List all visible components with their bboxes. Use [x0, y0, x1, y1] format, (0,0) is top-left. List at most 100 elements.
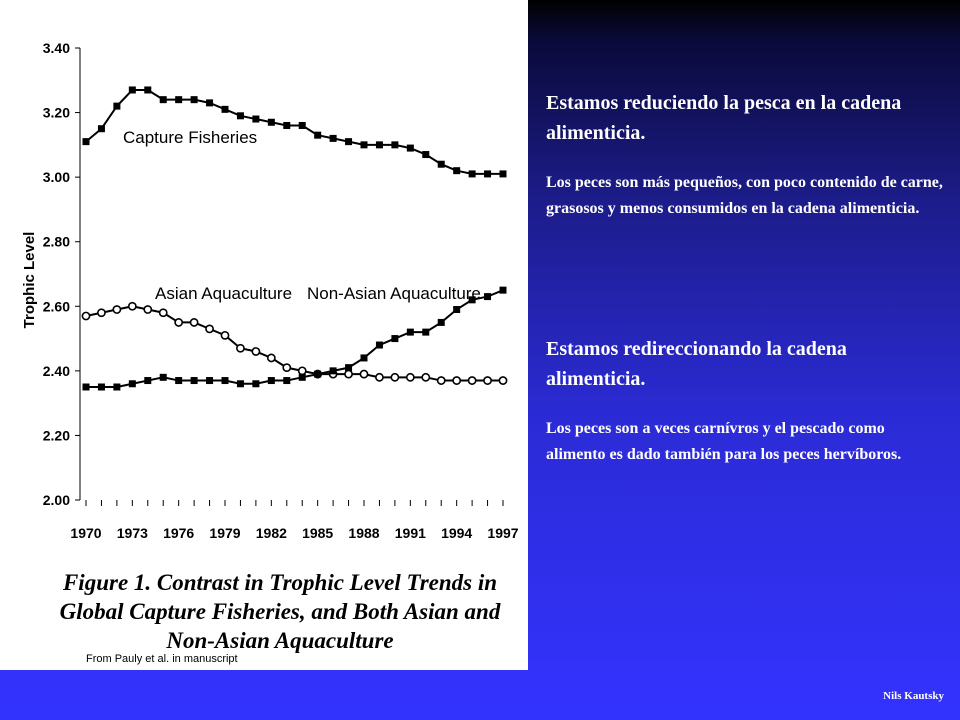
data-point: [421, 372, 431, 382]
x-tick-label: 1970: [70, 525, 101, 541]
data-point: [390, 372, 400, 382]
heading-redirecting: Estamos redireccionando la cadena alimen…: [546, 338, 847, 390]
data-point: [484, 293, 492, 301]
data-point: [144, 377, 152, 385]
data-point: [206, 377, 214, 385]
x-tick-label: 1985: [302, 525, 333, 541]
data-point: [252, 115, 260, 123]
y-tick-label: 2.80: [43, 234, 70, 250]
figure-caption: Figure 1. Contrast in Trophic Level Tren…: [59, 570, 501, 653]
series-line-1: [85, 305, 503, 382]
x-tick-label: 1991: [395, 525, 426, 541]
data-point: [189, 318, 199, 327]
y-tick-label: 3.00: [43, 169, 70, 185]
data-point: [437, 160, 445, 168]
data-point: [344, 369, 353, 379]
figure-source: From Pauly et al. in manuscript: [86, 653, 238, 665]
series-line-2: [86, 289, 504, 388]
data-point: [283, 377, 291, 385]
x-tick-label: 1976: [163, 525, 194, 541]
data-point: [298, 121, 306, 129]
data-point: [314, 131, 322, 139]
data-point: [406, 328, 414, 336]
data-point: [206, 99, 214, 107]
y-tick-label: 3.40: [43, 40, 70, 56]
data-point: [143, 305, 153, 314]
data-point: [345, 138, 353, 146]
data-point: [467, 376, 477, 385]
data-point: [81, 311, 91, 321]
data-point: [251, 347, 261, 356]
data-point: [375, 372, 384, 382]
data-point: [283, 121, 291, 129]
data-point: [436, 376, 446, 385]
data-point: [405, 372, 415, 382]
body-reducing: Los peces son más pequeños, con poco con…: [546, 174, 943, 217]
data-point: [282, 363, 292, 373]
data-point: [266, 353, 276, 363]
heading-reducing: Estamos reduciendo la pesca en la cadena…: [546, 92, 902, 144]
data-point: [267, 118, 275, 126]
data-point: [159, 96, 167, 104]
data-point: [97, 383, 105, 391]
data-point: [499, 170, 507, 178]
trophic-level-chart: 2.00 2.20 2.40 2.60 2.80 3.00 3.20 3.40 1970 1973…: [21, 40, 519, 541]
data-point: [406, 144, 414, 152]
data-point: [297, 366, 307, 376]
data-point: [468, 170, 476, 178]
series-label-nonasian: Non-Asian Aquaculture: [307, 284, 481, 303]
y-tick-label: 2.00: [43, 492, 70, 508]
data-point: [158, 308, 168, 318]
data-point: [345, 364, 353, 372]
data-point: [267, 377, 275, 385]
data-point: [112, 305, 122, 314]
y-tick-label: 2.20: [43, 427, 70, 443]
data-point: [236, 112, 244, 120]
data-point: [359, 369, 369, 379]
data-point: [220, 330, 230, 340]
text-section-2: Estamos redireccionando la cadena alimen…: [546, 334, 946, 468]
x-tick-label: 1982: [256, 525, 287, 541]
data-point: [113, 102, 121, 110]
data-point: [314, 370, 322, 378]
data-point: [221, 105, 229, 113]
author-credit: Nils Kautsky: [883, 690, 944, 702]
data-point: [453, 306, 461, 314]
y-tick-label: 3.20: [43, 105, 70, 121]
data-point: [159, 373, 167, 381]
body-redirecting: Los peces son a veces carnívros y el pes…: [546, 420, 902, 463]
data-point: [175, 377, 183, 385]
data-point: [422, 328, 430, 336]
chart-panel: 2.00 2.20 2.40 2.60 2.80 3.00 3.20 3.40 1970 1973…: [21, 40, 519, 665]
data-point: [128, 380, 136, 388]
data-point: [498, 376, 508, 385]
y-axis-label: Trophic Level: [21, 232, 38, 329]
data-point: [127, 301, 137, 311]
data-point: [329, 367, 337, 375]
series-label-asian: Asian Aquaculture: [155, 284, 292, 303]
data-point: [391, 141, 399, 149]
data-point: [174, 318, 184, 327]
x-tick-label: 1988: [348, 525, 379, 541]
data-point: [375, 341, 383, 349]
data-point: [329, 134, 337, 142]
data-point: [484, 170, 492, 178]
data-point: [190, 96, 198, 104]
series-label-capture: Capture Fisheries: [123, 128, 257, 147]
data-point: [82, 138, 90, 146]
data-point: [205, 324, 214, 334]
text-section-1: Estamos reduciendo la pesca en la cadena…: [546, 88, 946, 222]
x-tick-label: 1973: [117, 525, 148, 541]
data-point: [375, 141, 383, 149]
data-point: [422, 151, 430, 159]
data-point: [221, 377, 229, 385]
data-point: [190, 377, 198, 385]
y-tick-label: 2.60: [43, 298, 70, 314]
x-tick-label: 1997: [487, 525, 518, 541]
data-point: [391, 335, 399, 343]
data-point: [499, 286, 507, 294]
data-point: [360, 354, 368, 362]
data-point: [483, 376, 492, 385]
data-point: [144, 86, 152, 94]
data-point: [97, 308, 106, 318]
